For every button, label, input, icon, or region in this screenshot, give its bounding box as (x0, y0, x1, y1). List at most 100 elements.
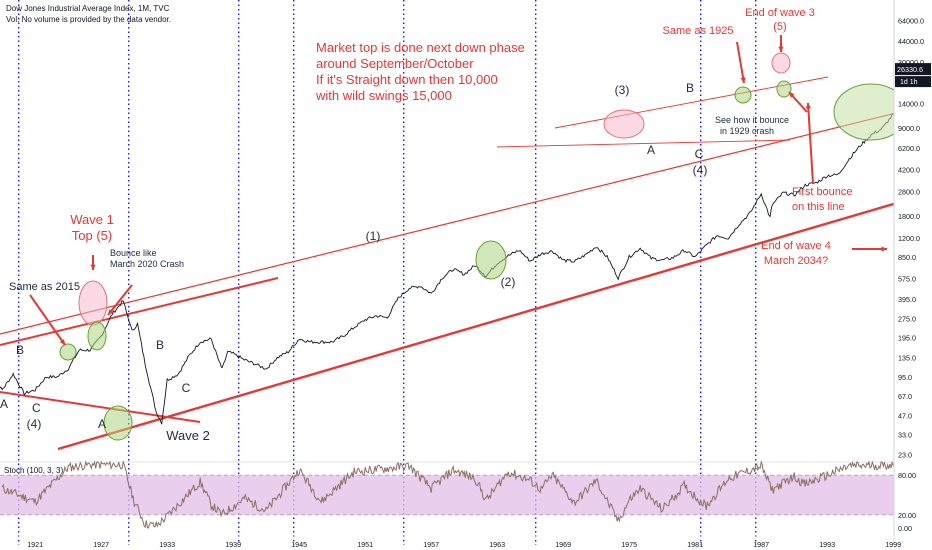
price-line (0, 112, 932, 425)
wave-label-1: A (98, 417, 106, 431)
price-tick-1: 44000.0 (898, 37, 924, 46)
interval-value: 1d 1h (900, 79, 918, 86)
time-tick-8: 1969 (555, 540, 571, 549)
arrow-wave1-top-head (90, 264, 96, 270)
annotation-22: (4) (693, 163, 708, 177)
time-tick-4: 1945 (291, 540, 307, 549)
time-tick-1: 1927 (93, 540, 109, 549)
time-tick-0: 1921 (27, 540, 43, 549)
stoch-tick-2: 0.00 (898, 524, 912, 533)
price-tick-2: 30000.0 (898, 58, 924, 67)
annotation-16: on this line (792, 201, 845, 213)
time-tick-12: 1993 (819, 540, 835, 549)
time-tick-6: 1957 (423, 540, 439, 549)
arrow-first-bounce-head (805, 103, 811, 109)
chart-title: Dow Jones Industrial Average Index, 1M, … (6, 4, 170, 13)
wave3-bottom-line (496, 139, 791, 148)
same-as-1925-circle (734, 86, 752, 104)
stoch-line (1, 460, 932, 529)
wave-label-2: B (156, 338, 164, 352)
price-tick-15: 195.0 (898, 334, 916, 343)
stoch-series (1, 460, 932, 529)
arrow-same-2015 (29, 294, 66, 346)
price-tick-10: 1200.0 (898, 234, 920, 243)
annotation-4: Same as 1925 (663, 25, 734, 37)
stoch-label: Stoch (100, 3, 3) (4, 466, 64, 475)
annotations: Market top is done next down phasearound… (0, 7, 853, 443)
wave2-low-circle (103, 405, 133, 441)
price-tick-7: 4200.0 (898, 166, 920, 175)
annotation-25: C (32, 401, 41, 415)
arrow-bounce-2020 (107, 284, 133, 316)
time-axis: 1921 1927 1933 1939 1945 1951 1957 1963 1969 1975… (0, 536, 901, 549)
annotation-7: Wave 1 (70, 212, 114, 227)
annotation-19: (1) (366, 229, 381, 243)
price-tick-12: 575.0 (898, 274, 916, 283)
arrow-same-as-1925 (736, 41, 745, 84)
time-tick-11: 1987 (753, 540, 769, 549)
price-tick-11: 850.0 (898, 253, 916, 262)
price-tick-20: 33.0 (898, 431, 912, 440)
wave1-channel-line (0, 277, 279, 346)
interval-badge (895, 76, 931, 88)
last-price-badge (895, 63, 931, 76)
highlight-shapes (29, 35, 909, 441)
price-tick-8: 2800.0 (898, 188, 920, 197)
annotation-24: B (16, 343, 24, 357)
annotation-12: Wave 2 (166, 428, 210, 443)
price-tick-0: 64000.0 (898, 17, 924, 26)
arrow-wave4-end-head (881, 246, 887, 252)
annotation-13: See how it bounce (715, 115, 789, 125)
annotation-18: March 2034? (764, 255, 828, 267)
price-tick-16: 135.0 (898, 354, 916, 363)
stoch-band-fill (0, 475, 894, 515)
volume-note: Vol: No volume is provided by the data v… (6, 15, 171, 24)
annotation-9: Bounce like (110, 248, 157, 258)
time-tick-7: 1963 (489, 540, 505, 549)
annotation-8: Top (5) (72, 228, 112, 243)
lower-channel-line (57, 191, 932, 451)
wave2-support-line (0, 391, 201, 423)
arrow-bounce-2020-head (108, 309, 114, 315)
time-tick-5: 1951 (357, 540, 373, 549)
time-tick-10: 1981 (687, 540, 703, 549)
wave3-end-circle (771, 52, 791, 74)
wave-label-6: C (695, 147, 704, 161)
annotation-15: First bounce (792, 186, 853, 198)
price-axis: 64000.044000.030000.020000.014000.09000.… (893, 0, 932, 550)
annotation-14: in 1929 crash (720, 126, 774, 136)
annotation-11: Same as 2015 (9, 281, 80, 293)
wave-label-0: (4) (27, 417, 42, 431)
wave-label-3: C (182, 381, 191, 395)
annotation-2: If it's Straight down then 10,000 (316, 72, 498, 87)
annotation-20: (2) (501, 275, 516, 289)
annotation-23: A (0, 397, 8, 411)
price-tick-4: 14000.0 (898, 100, 924, 109)
annotation-5: End of wave 3 (745, 7, 815, 19)
annotation-1: around September/October (316, 56, 474, 71)
price-tick-5: 9000.0 (898, 124, 920, 133)
arrow-first-bounce (807, 102, 814, 185)
annotation-10: March 2020 Crash (110, 259, 184, 269)
price-tick-21: 23.0 (898, 451, 912, 460)
price-tick-14: 275.0 (898, 315, 916, 324)
annotation-6: (5) (773, 21, 786, 33)
price-tick-17: 95.0 (898, 373, 912, 382)
price-tick-9: 1800.0 (898, 212, 920, 221)
bounce-circle (87, 321, 107, 351)
price-tick-13: 395.0 (898, 295, 916, 304)
last-price-value: 26330.6 (897, 65, 923, 74)
price-axis-bg (894, 0, 932, 550)
arrow-same-as-1925-head (740, 77, 746, 83)
price-tick-18: 67.0 (898, 392, 912, 401)
annotation-21: (3) (615, 83, 630, 97)
annotation-17: End of wave 4 (761, 240, 831, 252)
wave2-big-circle (475, 240, 507, 280)
bounce-line-circle (776, 80, 792, 98)
stoch-tick-0: 80.00 (898, 471, 916, 480)
annotation-3: with wild swings 15,000 (315, 88, 452, 103)
same-as-2015-circle (59, 343, 77, 361)
stoch-band (0, 461, 894, 516)
price-tick-19: 47.0 (898, 411, 912, 420)
